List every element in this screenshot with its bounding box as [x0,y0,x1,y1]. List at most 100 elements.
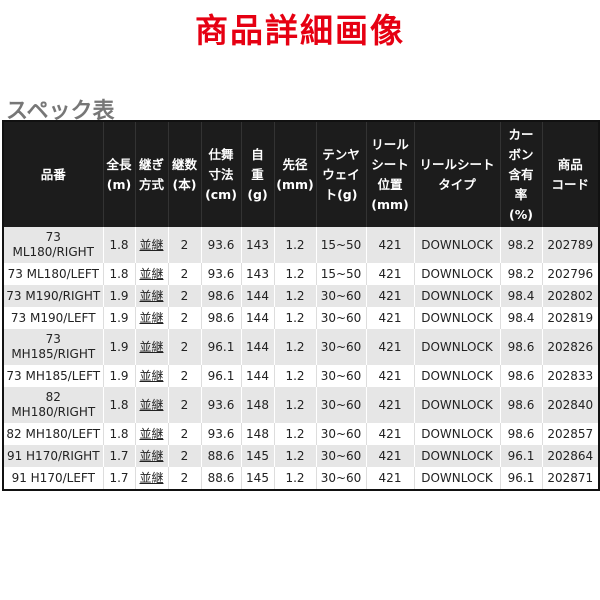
table-cell: 1.7 [103,445,136,467]
table-cell: 93.6 [201,263,242,285]
table-cell: 144 [241,307,275,329]
table-cell: 1.2 [274,387,317,423]
column-header: 仕舞 寸法 (cm) [201,121,242,227]
table-cell: 98.6 [500,329,543,365]
table-cell: 421 [366,307,415,329]
table-cell: 15~50 [316,263,367,285]
table-cell: 1.9 [103,285,136,307]
table-cell: 30~60 [316,285,367,307]
table-cell: 96.1 [500,467,543,490]
table-cell: 2 [168,227,202,263]
column-header: リール シート 位置 (mm) [366,121,415,227]
table-cell: 2 [168,285,202,307]
table-cell: 96.1 [500,445,543,467]
table-cell: DOWNLOCK [414,263,501,285]
table-cell: 202796 [542,263,600,285]
table-cell: 30~60 [316,423,367,445]
table-cell: 1.2 [274,263,317,285]
table-row: 91 H170/RIGHT 1.7 並継 2 88.6 145 1.2 30~60 421 DOW… [3,445,600,467]
table-cell: 1.2 [274,227,317,263]
table-cell: 202826 [542,329,600,365]
header-row: 品番 全長 (m) 継ぎ 方式 継数 (本) 仕舞 寸法 (cm) 自 重 (g) 先径 (… [3,121,600,227]
table-cell: 421 [366,227,415,263]
section-title: スペック表 [6,99,115,124]
column-header: 継数 (本) [168,121,202,227]
table-cell: 1.2 [274,329,317,365]
spec-table: 品番 全長 (m) 継ぎ 方式 継数 (本) 仕舞 寸法 (cm) 自 重 (g) 先径 (… [2,120,600,491]
table-cell: 並継 [135,329,169,365]
table-cell: 148 [241,423,275,445]
column-header: 品番 [3,121,104,227]
table-cell: DOWNLOCK [414,365,501,387]
table-cell: 98.6 [500,387,543,423]
table-cell: 並継 [135,365,169,387]
table-cell: 2 [168,329,202,365]
table-cell: 88.6 [201,445,242,467]
table-cell: 73 M190/LEFT [3,307,104,329]
table-cell: 98.6 [201,285,242,307]
table-cell: 30~60 [316,365,367,387]
table-cell: 96.1 [201,365,242,387]
table-cell: 421 [366,285,415,307]
table-cell: 421 [366,445,415,467]
table-cell: 2 [168,387,202,423]
table-cell: 2 [168,423,202,445]
table-cell: 30~60 [316,467,367,490]
table-cell: 30~60 [316,329,367,365]
table-cell: DOWNLOCK [414,445,501,467]
table-cell: 91 H170/LEFT [3,467,104,490]
table-cell: 並継 [135,387,169,423]
table-cell: 144 [241,285,275,307]
table-cell: 202802 [542,285,600,307]
table-cell: 1.2 [274,445,317,467]
table-cell: 202789 [542,227,600,263]
table-cell: 2 [168,467,202,490]
table-cell: DOWNLOCK [414,329,501,365]
table-cell: 82 MH180/LEFT [3,423,104,445]
table-cell: 202833 [542,365,600,387]
table-cell: DOWNLOCK [414,227,501,263]
table-cell: 93.6 [201,423,242,445]
column-header: 全長 (m) [103,121,136,227]
table-cell: 1.9 [103,365,136,387]
column-header: リールシート タイプ [414,121,501,227]
table-cell: 93.6 [201,387,242,423]
table-row: 82 MH180/RIGHT 1.8 並継 2 93.6 148 1.2 30~60 421 DO… [3,387,600,423]
table-cell: 並継 [135,445,169,467]
table-cell: 143 [241,227,275,263]
table-cell: 96.1 [201,329,242,365]
table-cell: DOWNLOCK [414,285,501,307]
table-cell: 1.2 [274,423,317,445]
table-cell: 98.2 [500,263,543,285]
table-cell: 73 M190/RIGHT [3,285,104,307]
table-row: 82 MH180/LEFT 1.8 並継 2 93.6 148 1.2 30~60 421 DOW… [3,423,600,445]
table-cell: 1.9 [103,329,136,365]
table-cell: 144 [241,365,275,387]
table-cell: 15~50 [316,227,367,263]
table-cell: DOWNLOCK [414,467,501,490]
table-cell: 148 [241,387,275,423]
table-cell: 2 [168,263,202,285]
table-cell: 30~60 [316,445,367,467]
table-cell: 1.2 [274,307,317,329]
table-cell: 並継 [135,285,169,307]
table-row: 73 M190/LEFT 1.9 並継 2 98.6 144 1.2 30~60 421 DOWN… [3,307,600,329]
table-cell: 98.4 [500,307,543,329]
table-cell: 421 [366,387,415,423]
table-cell: DOWNLOCK [414,387,501,423]
table-cell: 並継 [135,467,169,490]
table-cell: 91 H170/RIGHT [3,445,104,467]
table-cell: 並継 [135,263,169,285]
table-cell: 202857 [542,423,600,445]
table-row: 73 MH185/RIGHT 1.9 並継 2 96.1 144 1.2 30~60 421 DO… [3,329,600,365]
table-cell: 98.6 [201,307,242,329]
table-cell: DOWNLOCK [414,423,501,445]
table-cell: 88.6 [201,467,242,490]
table-cell: 202819 [542,307,600,329]
column-header: カー ボン 含有 率 (%) [500,121,543,227]
table-cell: 1.9 [103,307,136,329]
table-cell: 1.8 [103,227,136,263]
column-header: 商品 コード [542,121,600,227]
column-header: 自 重 (g) [241,121,275,227]
table-cell: 82 MH180/RIGHT [3,387,104,423]
